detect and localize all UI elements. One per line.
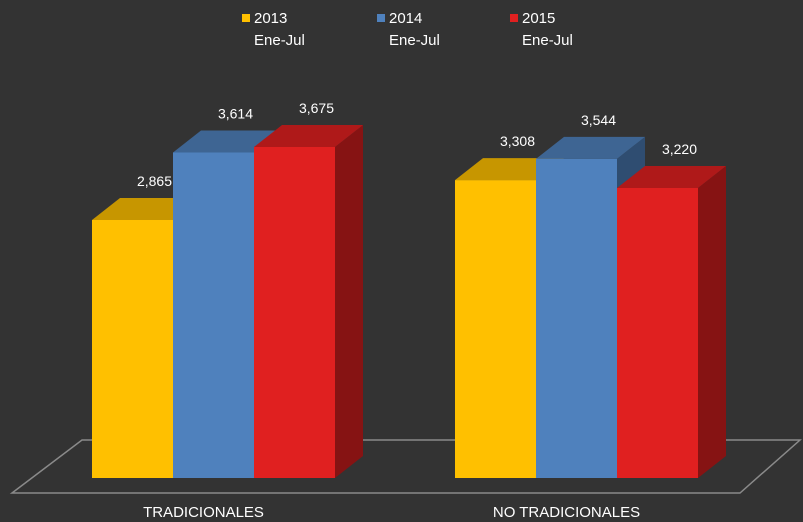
- bar-top: [254, 125, 363, 148]
- value-label: 2,865: [137, 173, 172, 189]
- bar-side: [335, 125, 363, 479]
- bar-front: [92, 220, 173, 478]
- bar-front: [254, 147, 335, 478]
- value-label: 3,220: [662, 141, 697, 157]
- legend-label: 2015 Ene-Jul: [522, 10, 573, 49]
- bar: [254, 125, 363, 479]
- bar-front: [455, 180, 536, 478]
- bar-top: [536, 136, 645, 159]
- bar-front: [536, 158, 617, 479]
- legend-item: 2013 Ene-Jul: [242, 8, 305, 52]
- legend-item: 2014 Ene-Jul: [377, 8, 440, 52]
- legend-label: 2013 Ene-Jul: [254, 10, 305, 49]
- bar-top: [617, 166, 726, 189]
- bar-front: [173, 152, 254, 478]
- legend-swatch: [242, 14, 250, 22]
- legend-item: 2015 Ene-Jul: [510, 8, 573, 52]
- legend-swatch: [510, 14, 518, 22]
- floor: [9, 439, 802, 494]
- x-tick-label: NO TRADICIONALES: [493, 504, 640, 521]
- bar-side: [698, 166, 726, 478]
- value-label: 3,614: [218, 106, 253, 122]
- bar: [617, 166, 726, 478]
- value-label: 3,308: [500, 133, 535, 149]
- value-label: 3,544: [581, 112, 616, 128]
- bar-front: [617, 188, 698, 478]
- value-label: 3,675: [299, 100, 334, 116]
- legend-swatch: [377, 14, 385, 22]
- x-tick-label: TRADICIONALES: [143, 504, 264, 521]
- legend-label: 2014 Ene-Jul: [389, 10, 440, 49]
